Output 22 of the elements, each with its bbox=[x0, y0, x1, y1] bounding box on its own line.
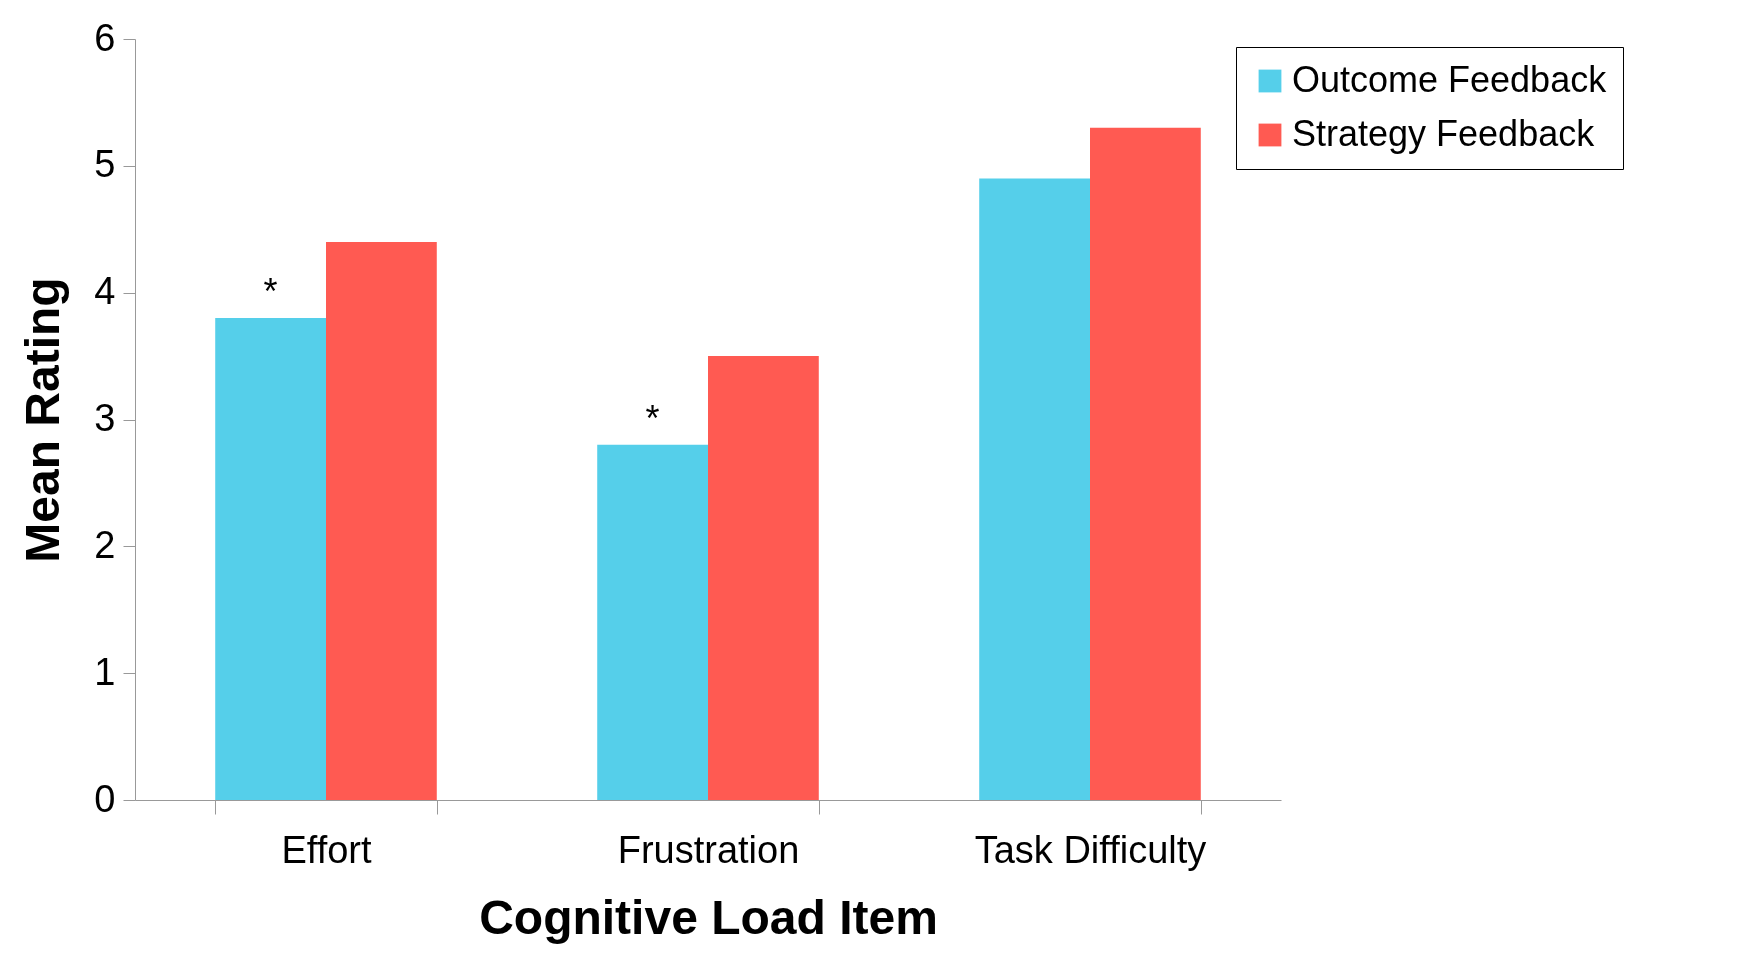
bar bbox=[708, 356, 819, 800]
y-tick-label: 4 bbox=[94, 270, 116, 313]
legend-label: Outcome Feedback bbox=[1292, 59, 1608, 100]
x-tick-label: Task Difficulty bbox=[974, 828, 1207, 871]
y-tick-label: 5 bbox=[94, 143, 116, 186]
bar bbox=[326, 241, 437, 800]
x-tick-label: Frustration bbox=[617, 828, 800, 871]
annotation: * bbox=[645, 397, 660, 439]
bar bbox=[979, 178, 1090, 800]
y-tick-label: 0 bbox=[94, 777, 116, 820]
bar bbox=[1090, 127, 1201, 800]
y-tick-label: 3 bbox=[94, 397, 116, 439]
x-tick-label: Effort bbox=[281, 828, 372, 871]
legend-label: Strategy Feedback bbox=[1292, 113, 1596, 154]
y-axis-title: Mean Rating bbox=[16, 277, 70, 563]
y-tick-label: 1 bbox=[94, 650, 116, 693]
bar bbox=[215, 318, 326, 800]
y-tick-label: 2 bbox=[94, 523, 116, 566]
x-axis-title: Cognitive Load Item bbox=[479, 890, 938, 944]
bar bbox=[597, 444, 708, 800]
annotation: * bbox=[263, 271, 278, 313]
y-tick-label: 6 bbox=[94, 16, 116, 59]
